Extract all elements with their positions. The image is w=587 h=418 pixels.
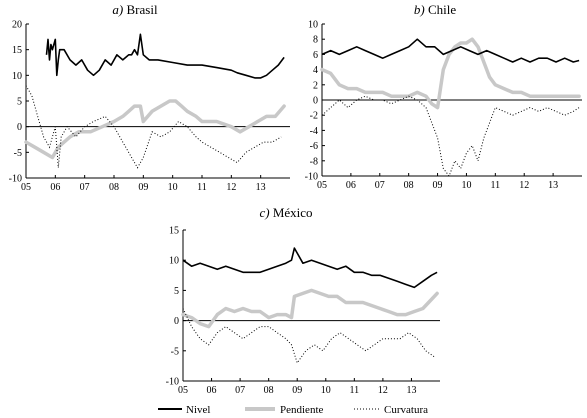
y-tick-label: -4 [310, 126, 318, 137]
x-tick-label: 13 [406, 385, 416, 396]
panel-title-name: Chile [428, 2, 456, 17]
x-tick-label: 07 [235, 385, 245, 396]
series-line-nivel [45, 33, 285, 79]
x-tick-label: 06 [207, 385, 217, 396]
series-line-pendiente [320, 37, 581, 110]
y-tick-label: -8 [310, 156, 318, 167]
x-tick-label: 11 [197, 182, 207, 193]
x-tick-label: 06 [346, 180, 356, 191]
x-tick-label: 10 [461, 180, 471, 191]
x-tick-label: 10 [168, 182, 178, 193]
series-line-nivel [182, 247, 438, 289]
x-tick-label: 07 [375, 180, 385, 191]
series-line-curvatura [182, 308, 435, 365]
panel-title-chile: b) Chile [414, 2, 456, 17]
y-tick-label: 10 [12, 71, 22, 82]
x-tick-label: 12 [226, 182, 236, 193]
y-tick-label: 0 [17, 122, 22, 133]
y-tick-label: 20 [12, 20, 22, 31]
panel-title-name: México [273, 205, 313, 220]
x-tick-label: 05 [178, 385, 188, 396]
x-tick-label: 06 [50, 182, 60, 193]
y-tick-label: -10 [166, 377, 179, 388]
x-tick-label: 12 [378, 385, 388, 396]
x-tick-label: 10 [321, 385, 331, 396]
y-tick-label: -6 [310, 141, 318, 152]
x-tick-label: 09 [292, 385, 302, 396]
x-tick-label: 08 [109, 182, 119, 193]
series-line-curvatura [25, 85, 282, 169]
y-tick-label: -5 [171, 346, 179, 357]
x-tick-label: 12 [519, 180, 529, 191]
x-tick-label: 08 [404, 180, 414, 191]
x-tick-label: 07 [80, 182, 90, 193]
y-tick-label: -2 [310, 111, 318, 122]
y-tick-label: 15 [12, 45, 22, 56]
panel-chile: b) Chile -10 -8 -6 -4 -2 0 2 4 6 8 10 05 06 07 08 09 10 1… [305, 2, 582, 191]
y-tick-label: 0 [174, 316, 179, 327]
panel-title-mexico: c) México [259, 205, 312, 220]
legend-label-pendiente: Pendiente [280, 404, 323, 416]
y-tick-label: 5 [174, 286, 179, 297]
panel-title-name: Brasil [127, 2, 158, 17]
y-tick-label: 0 [313, 96, 318, 107]
series-line-pendiente [181, 288, 439, 329]
x-tick-label: 11 [350, 385, 360, 396]
x-tick-label: 08 [264, 385, 274, 396]
legend-label-curvatura: Curvatura [384, 404, 428, 416]
panel-title-prefix: a) [112, 2, 123, 17]
x-tick-label: 09 [138, 182, 148, 193]
panel-title-prefix: b) [414, 2, 425, 17]
legend: Nivel Pendiente Curvatura [158, 404, 428, 416]
y-tick-label: 6 [313, 50, 318, 61]
series-line-nivel [321, 38, 580, 63]
legend-label-nivel: Nivel [186, 404, 210, 416]
y-tick-label: 10 [308, 20, 318, 31]
x-tick-label: 13 [256, 182, 266, 193]
y-tick-label: -10 [9, 174, 22, 185]
x-tick-label: 05 [21, 182, 31, 193]
y-tick-label: -10 [305, 172, 318, 183]
y-tick-label: 5 [17, 97, 22, 108]
y-tick-label: 2 [313, 80, 318, 91]
y-tick-label: -5 [14, 148, 22, 159]
x-tick-label: 05 [317, 180, 327, 191]
series-line-curvatura [321, 95, 580, 178]
x-tick-label: 11 [491, 180, 501, 191]
x-tick-label: 13 [548, 180, 558, 191]
y-tick-label: 10 [169, 256, 179, 267]
x-tick-label: 09 [433, 180, 443, 191]
y-tick-label: 8 [313, 35, 318, 46]
y-tick-label: 4 [313, 65, 318, 76]
panel-title-brasil: a) Brasil [112, 2, 158, 17]
y-tick-label: 15 [169, 226, 179, 237]
panel-title-prefix: c) [259, 205, 269, 220]
series-line-pendiente [24, 99, 286, 160]
